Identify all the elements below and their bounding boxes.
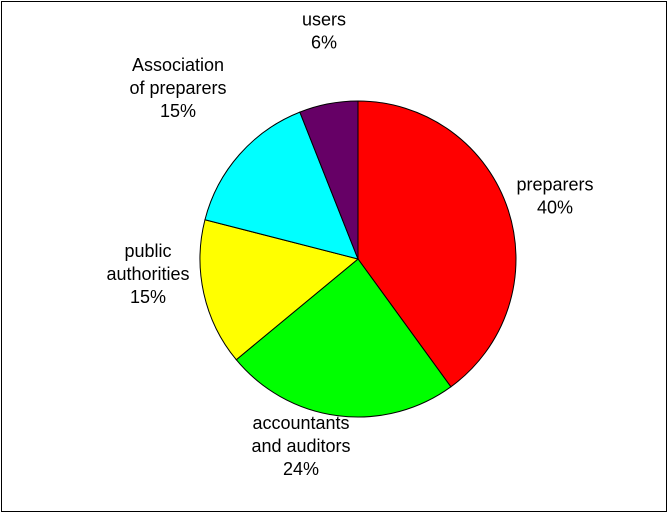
pie-slice-association-of-preparers: [204, 111, 359, 260]
slice-name-line: of preparers: [129, 78, 226, 98]
slice-label-association-of-preparers: Association of preparers 15%: [129, 55, 226, 121]
slice-percent: 40%: [537, 198, 573, 218]
slice-percent: 24%: [283, 459, 319, 479]
slice-name-line: preparers: [516, 175, 593, 195]
slice-percent: 6%: [311, 33, 337, 53]
pie-slice-users: [299, 100, 359, 260]
pie-slices: [199, 100, 517, 418]
slice-name-line: accountants: [252, 413, 349, 433]
slice-name-line: Association: [132, 55, 224, 75]
slice-percent: 15%: [130, 287, 166, 307]
pie-slice-accountants-and-auditors: [235, 258, 452, 418]
slice-name-line: and auditors: [251, 436, 350, 456]
slice-label-accountants-and-auditors: accountants and auditors 24%: [251, 413, 350, 479]
slice-name-line: users: [302, 10, 346, 30]
pie-slice-preparers: [357, 100, 517, 388]
slice-label-public-authorities: public authorities 15%: [106, 241, 189, 307]
slice-label-preparers: preparers 40%: [516, 175, 593, 218]
pie-labels: preparers 40% accountants and auditors 24% pu…: [106, 10, 593, 480]
pie-slice-public-authorities: [199, 219, 360, 361]
slice-percent: 15%: [160, 101, 196, 121]
slice-label-users: users 6%: [302, 10, 346, 53]
slice-name-line: authorities: [106, 264, 189, 284]
slice-name-line: public: [124, 241, 171, 261]
